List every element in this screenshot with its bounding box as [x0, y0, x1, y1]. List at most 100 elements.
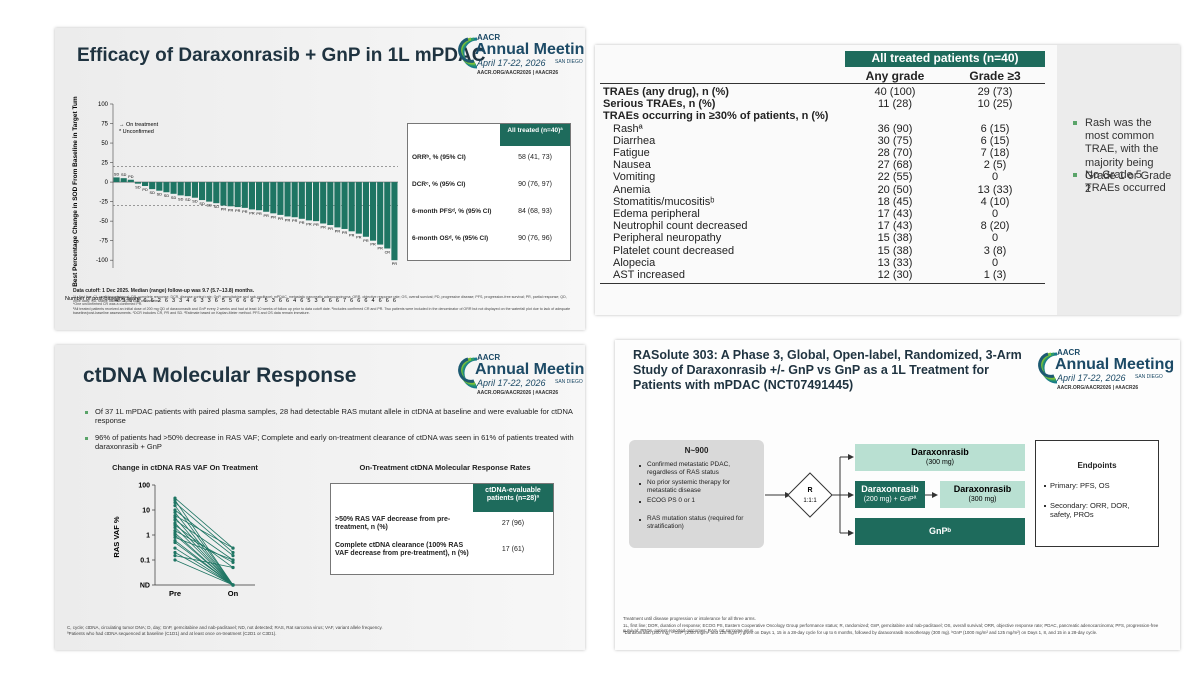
- scan-count: 6: [364, 298, 367, 304]
- bar: [156, 182, 163, 191]
- y-axis-label: RAS VAF %: [112, 516, 121, 557]
- response-label: SD: [135, 186, 141, 190]
- y-tick-label: 1: [146, 533, 150, 540]
- y-tick-label: 100: [98, 102, 109, 108]
- bar: [384, 182, 391, 249]
- logo-event: Annual Meeting: [475, 41, 585, 58]
- criterion: No prior systemic therapy for metastatic…: [647, 479, 731, 494]
- endpoints-title: Endpoints: [1077, 461, 1117, 470]
- slide-title: RASolute 303: A Phase 3, Global, Open-la…: [633, 348, 1022, 392]
- response-label: PR: [249, 211, 255, 215]
- arm-box: Daraxonrasib (300 mg): [855, 444, 1025, 471]
- scan-count: 5: [265, 298, 268, 304]
- bar: [199, 182, 206, 201]
- bar: [241, 182, 248, 208]
- response-label: PR: [242, 210, 248, 214]
- response-label: PR: [363, 239, 369, 243]
- criterion: RAS mutation status (required for strati…: [647, 515, 744, 530]
- row-label: Platelet count decreased: [613, 244, 735, 257]
- row-value: 13 (33): [977, 183, 1013, 196]
- criterion: Confirmed metastatic PDAC, regardless of…: [647, 461, 731, 476]
- y-tick-label: 50: [101, 141, 108, 147]
- response-label: PR: [285, 218, 291, 222]
- bar: [270, 182, 277, 214]
- y-tick-label: -25: [99, 200, 108, 206]
- series-line: [174, 499, 234, 586]
- row-value: 30 (75): [877, 134, 913, 147]
- scan-count: 1: [136, 298, 139, 304]
- bullet-panel: [1057, 45, 1180, 315]
- point: [173, 558, 177, 562]
- results-table: All treated (n=40)ª ORRᵇ, % (95% CI) 58 (4…: [407, 123, 571, 261]
- row-label: Rashª: [613, 122, 643, 135]
- row-label: AST increased: [613, 269, 685, 281]
- scan-count: 3: [179, 298, 182, 304]
- point: [231, 565, 235, 570]
- logo-site: AACR.ORG/AACR2026 | #AACR26: [1057, 385, 1139, 391]
- bullet-text: No Grade 5 TRAEs occurred: [1085, 169, 1166, 195]
- response-label: PR: [378, 247, 384, 251]
- scan-count: 3: [208, 298, 211, 304]
- arm-drug: GnPᵇ: [928, 526, 952, 536]
- efficacy-slide: Efficacy of Daraxonrasib + GnP in 1L mPD…: [55, 28, 585, 330]
- scan-count: 5: [222, 298, 225, 304]
- row-value: 0: [991, 232, 999, 245]
- row-value: 6 (15): [980, 134, 1010, 147]
- scan-count: 7: [258, 298, 261, 304]
- series-line: [174, 509, 234, 556]
- bar: [256, 182, 263, 211]
- row-label: Edema peripheral: [613, 208, 700, 220]
- bar: [213, 182, 220, 204]
- response-label: PR: [370, 243, 376, 247]
- row-value: 29 (73): [977, 86, 1013, 98]
- bar: [134, 182, 141, 184]
- response-label: PR: [299, 221, 305, 225]
- x-tick-label: Pre: [169, 589, 181, 598]
- logo-event: Annual Meeting: [475, 361, 585, 378]
- bar: [149, 182, 156, 190]
- scan-count: 2: [158, 298, 161, 304]
- bar: [127, 179, 134, 183]
- scan-count: 6: [279, 298, 282, 304]
- point: [173, 503, 177, 508]
- footnote: ªAll treated patients received an initia…: [73, 307, 571, 316]
- logo-swirl: [458, 357, 475, 383]
- row-value: 13 (33): [877, 256, 913, 269]
- point: [231, 550, 235, 555]
- row-value: 20 (50): [877, 183, 913, 196]
- response-label: PR: [356, 236, 362, 240]
- footnote: ªDaraxonrasib (200 mg) + GnP (1000 mg/m²…: [623, 630, 1098, 635]
- row-label: >50% RAS VAF decrease from pre-treatment…: [335, 516, 451, 532]
- logo-swirl: [458, 37, 475, 63]
- bar: [220, 182, 227, 206]
- response-label: PD: [142, 188, 148, 192]
- bullet-marker: [1044, 485, 1046, 487]
- series-line: [174, 547, 234, 586]
- response-label: PR: [292, 219, 298, 223]
- arm-box: GnPᵇ: [855, 518, 1025, 545]
- footnote: *One unconfirmed CR was a confirmed PR.: [73, 302, 143, 306]
- bullet-marker: [639, 465, 641, 467]
- legend-entry: * Unconfirmed: [119, 129, 154, 135]
- row-value: 15 (38): [877, 244, 913, 257]
- logo-mark: [1038, 352, 1058, 384]
- chart: RAS VAF % ND 0.1 1 10 100 Pre On: [112, 483, 255, 598]
- point: [231, 546, 235, 550]
- footnote: C, cycle; ctDNA, circulating tumor DNA; …: [67, 625, 383, 630]
- point: [231, 558, 235, 562]
- bullet-marker: [1044, 505, 1046, 507]
- response-label: SD: [157, 193, 163, 197]
- row-label: Diarrhea: [613, 134, 656, 147]
- row-value: 4 (10): [980, 195, 1010, 208]
- row-value: 58 (41, 73): [518, 154, 552, 161]
- point: [173, 533, 177, 537]
- footnote: Treatment until disease progression or i…: [623, 616, 756, 621]
- bar: [227, 182, 234, 207]
- row-value: 0: [991, 171, 999, 184]
- logo-city: SAN DIEGO: [555, 379, 583, 385]
- point: [173, 498, 177, 502]
- point: [173, 540, 177, 545]
- series-line: [174, 534, 234, 586]
- chart-title: Change in ctDNA RAS VAF On Treatment: [112, 463, 258, 472]
